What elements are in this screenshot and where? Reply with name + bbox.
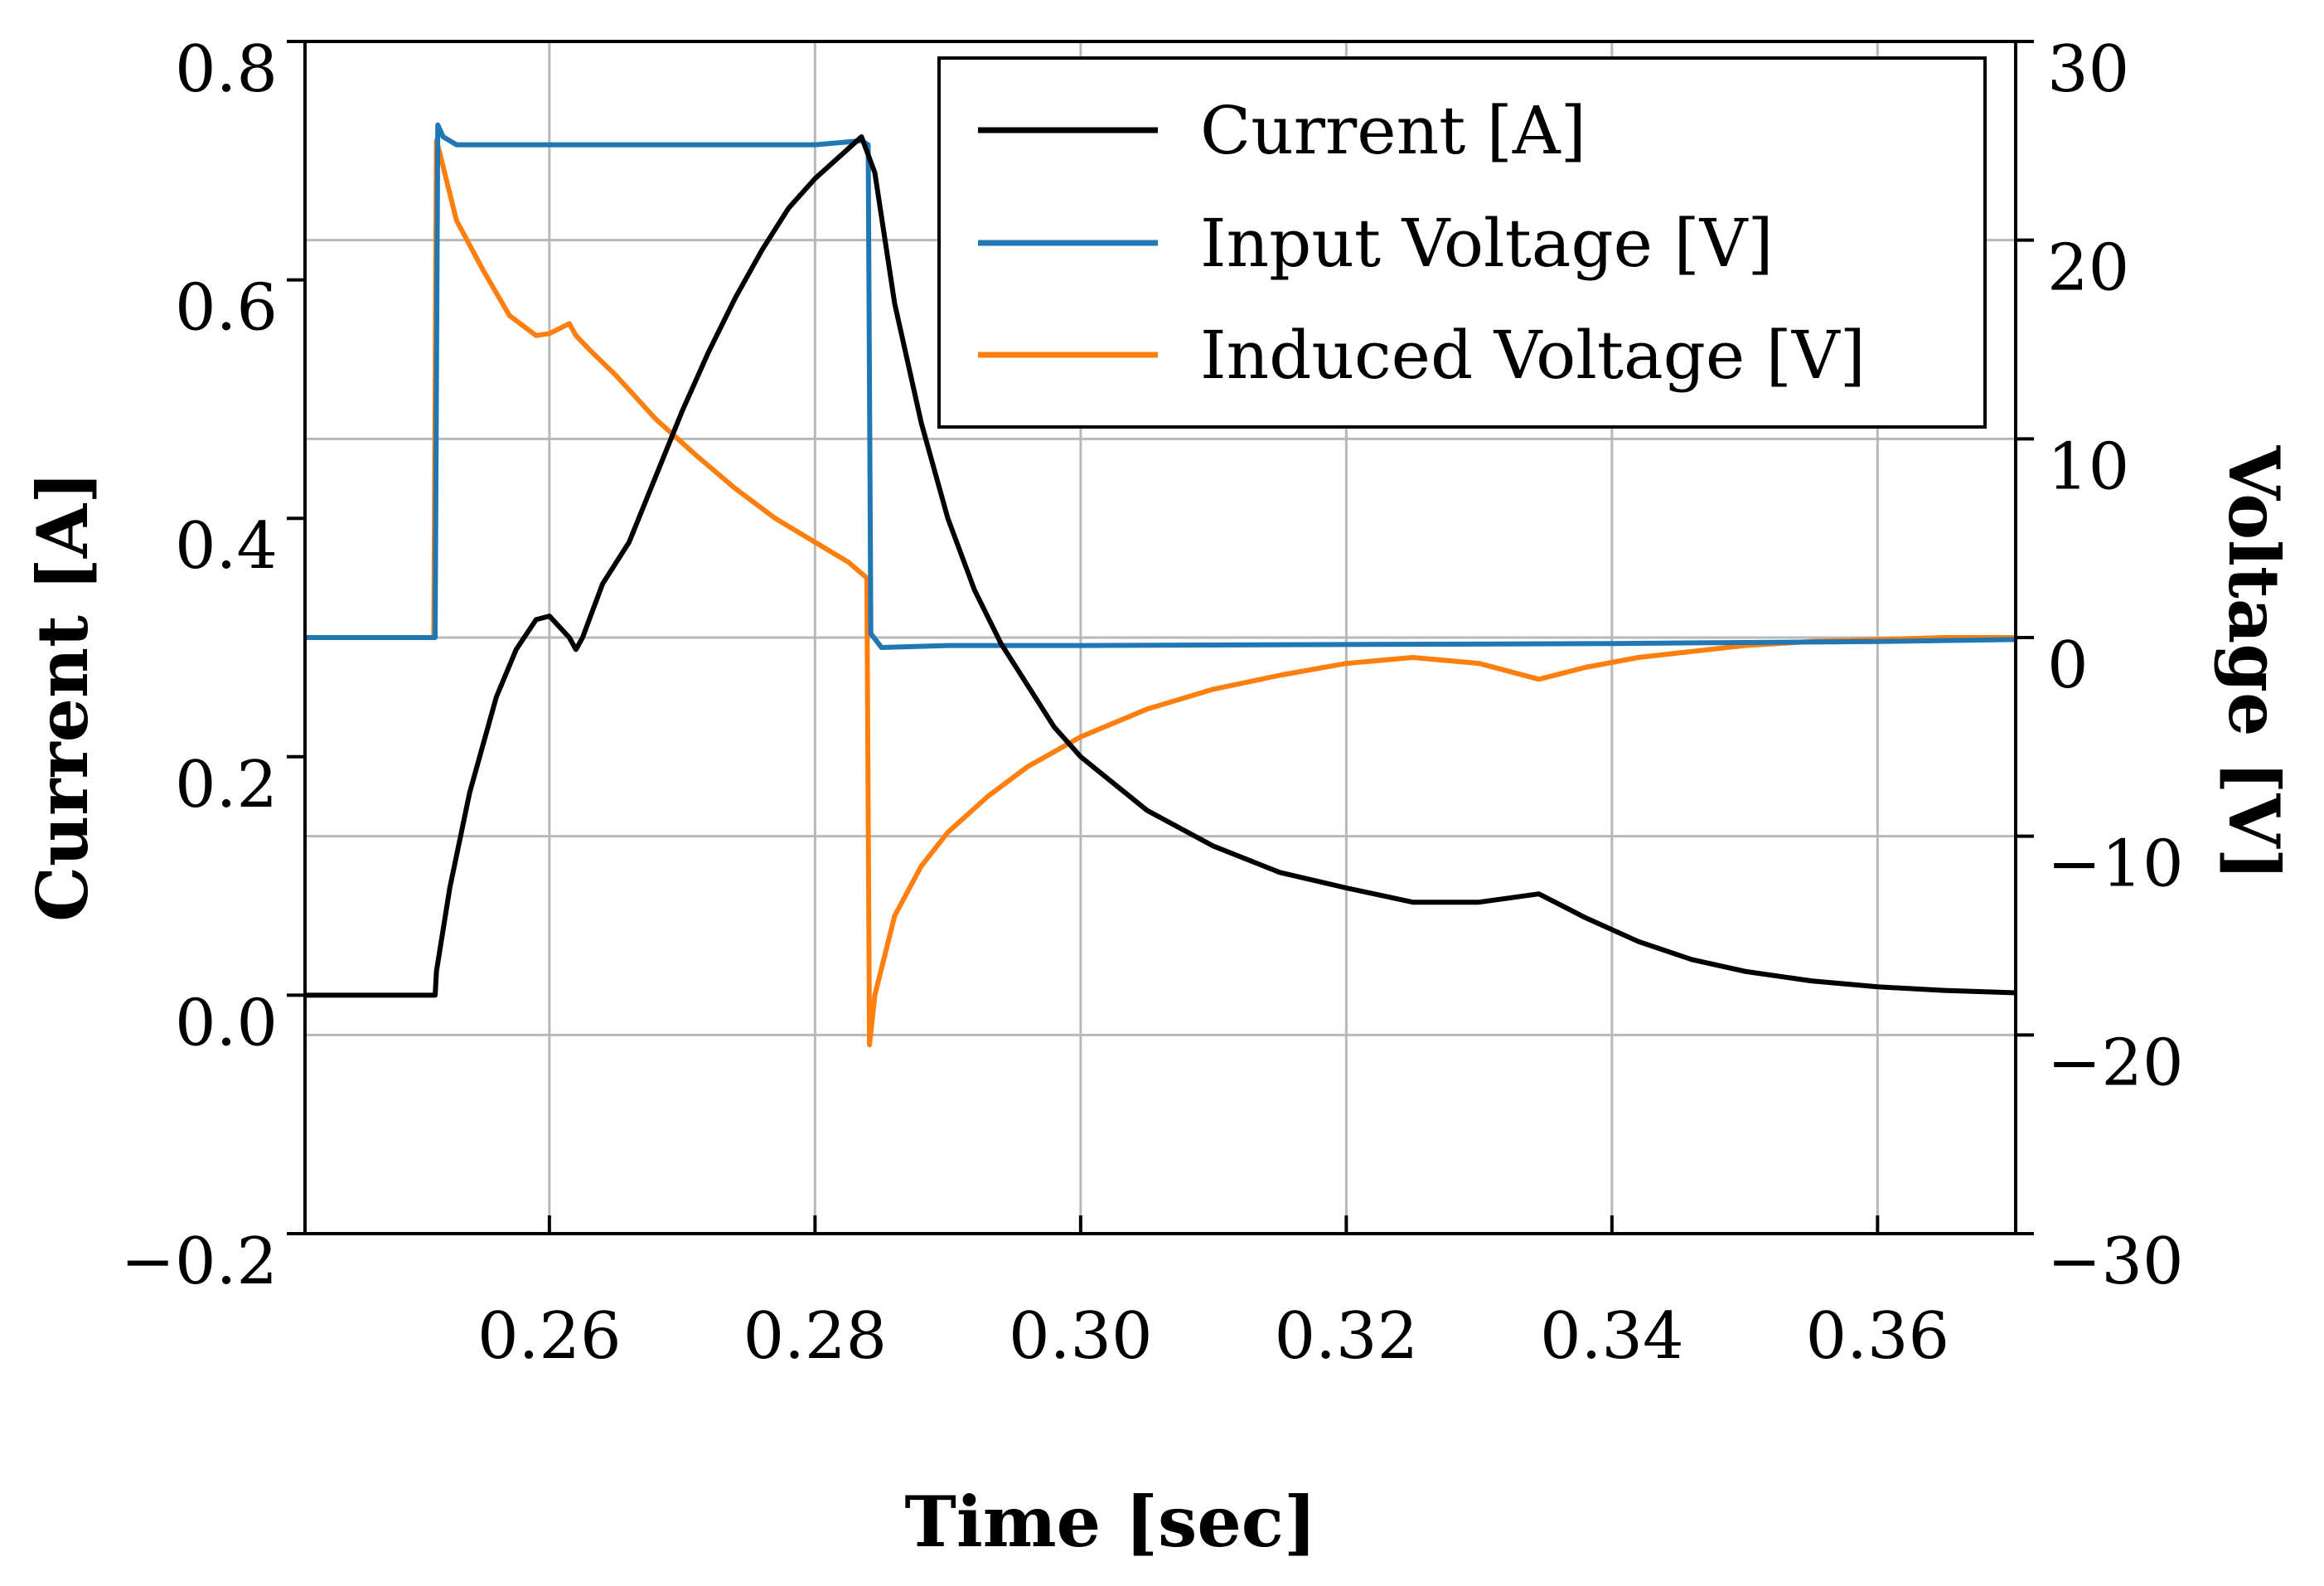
x-tick-label-2: 0.30 <box>1009 1299 1153 1374</box>
left-y-tick-label-1: 0.0 <box>175 986 278 1060</box>
left-y-axis-title: Current [A] <box>22 471 104 922</box>
right-y-axis-ticks: −30 −20 −10 0 10 20 30 <box>2016 32 2184 1299</box>
left-y-tick-label-4: 0.6 <box>175 271 278 346</box>
legend: Current [A] Input Voltage [V] Induced Vo… <box>937 56 1987 429</box>
right-y-axis-title: Voltage [V] <box>2213 445 2295 881</box>
right-y-tick-label-3: 0 <box>2047 628 2089 703</box>
right-y-tick-label-5: 20 <box>2047 231 2129 306</box>
left-y-tick-label-2: 0.2 <box>175 748 278 822</box>
x-tick-label-5: 0.36 <box>1806 1299 1950 1374</box>
right-y-tick-label-1: −20 <box>2047 1026 2184 1100</box>
series-line-induced-voltage-v <box>305 138 2016 1048</box>
x-tick-label-1: 0.28 <box>743 1299 888 1374</box>
series-line-current-a <box>305 134 2017 998</box>
x-axis-title: Time [sec] <box>904 1481 1316 1563</box>
right-y-tick-label-2: −10 <box>2047 827 2184 902</box>
right-y-tick-label-4: 10 <box>2047 429 2129 504</box>
left-y-tick-label-5: 0.8 <box>175 32 278 107</box>
x-axis-ticks: 0.26 0.28 0.30 0.32 0.34 0.36 <box>477 1215 1949 1374</box>
legend-label-current: Current [A] <box>1200 92 1586 169</box>
x-tick-label-4: 0.34 <box>1540 1299 1684 1374</box>
right-y-tick-label-0: −30 <box>2047 1225 2184 1299</box>
left-y-tick-label-3: 0.4 <box>175 509 278 584</box>
series-lines <box>305 122 2017 1048</box>
left-y-axis-ticks: −0.2 0.0 0.2 0.4 0.6 0.8 <box>121 32 305 1299</box>
legend-label-induced-voltage: Induced Voltage [V] <box>1200 317 1866 394</box>
right-y-tick-label-6: 30 <box>2047 32 2129 107</box>
x-tick-label-3: 0.32 <box>1275 1299 1419 1374</box>
left-y-tick-label-0: −0.2 <box>121 1225 278 1299</box>
legend-label-input-voltage: Input Voltage [V] <box>1200 205 1774 282</box>
x-tick-label-0: 0.26 <box>477 1299 622 1374</box>
